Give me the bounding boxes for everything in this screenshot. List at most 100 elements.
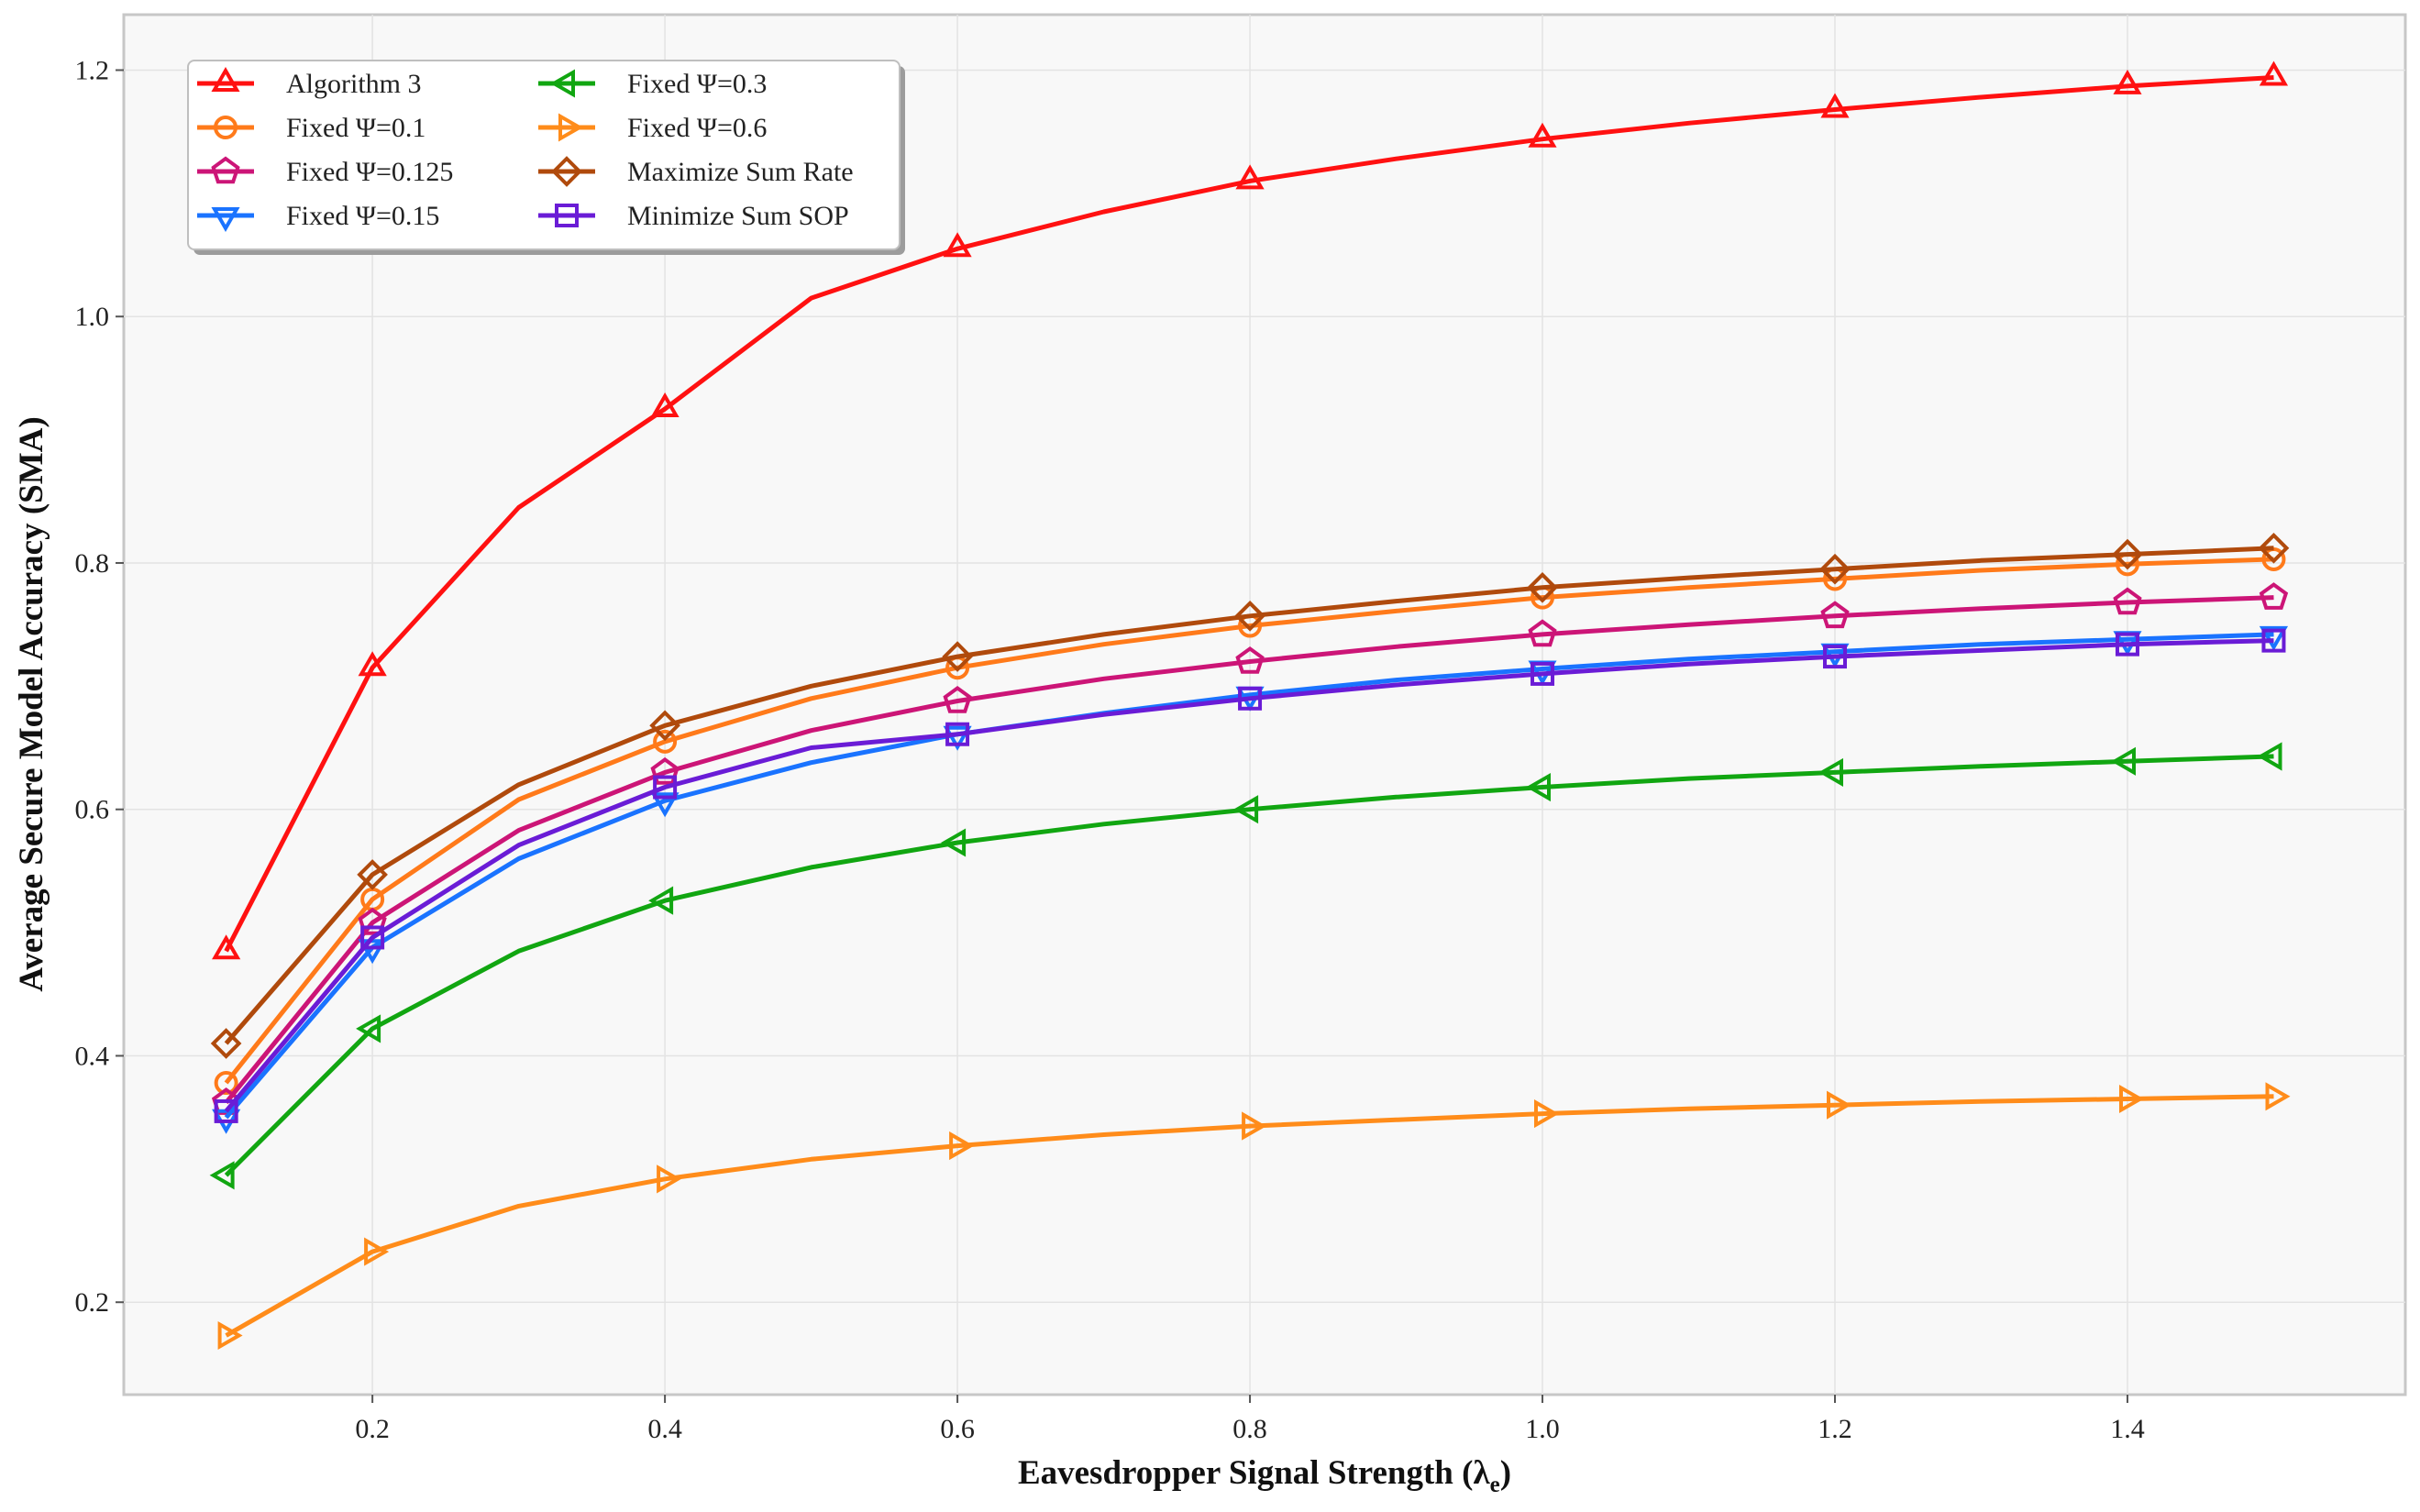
series-line <box>225 1094 2274 1338</box>
data-point-marker <box>653 775 678 800</box>
data-point-marker <box>1528 619 1557 647</box>
data-point-marker <box>943 686 972 713</box>
data-point-marker <box>1820 601 1850 629</box>
data-point-marker <box>2113 69 2142 94</box>
legend-marker <box>211 66 240 92</box>
x-tick-label: 1.2 <box>1818 1414 1852 1444</box>
y-tick-label: 0.2 <box>75 1287 110 1318</box>
legend-label: Minimize Sum SOP <box>627 201 849 231</box>
data-point-marker <box>358 907 387 935</box>
data-point-marker <box>2261 628 2286 653</box>
data-point-marker <box>1534 1099 1560 1129</box>
legend-marker <box>551 156 582 187</box>
data-point-marker <box>650 756 680 785</box>
data-point-marker <box>1823 645 1847 669</box>
data-point-marker <box>2257 742 2282 771</box>
data-point-marker <box>2265 1082 2291 1111</box>
data-point-marker <box>657 1164 682 1194</box>
series-line <box>224 595 2274 1105</box>
data-point-marker <box>2119 1084 2145 1114</box>
data-point-marker <box>1819 553 1851 585</box>
legend-marker <box>549 69 575 98</box>
data-point-marker <box>2113 587 2142 615</box>
legend-item: Fixed Ψ=0.3 <box>538 69 767 99</box>
legend-marker <box>211 207 240 233</box>
data-point-marker <box>1235 164 1265 190</box>
y-tick-label: 0.8 <box>75 548 110 579</box>
legend-label: Fixed Ψ=0.125 <box>286 157 453 187</box>
legend-item: Maximize Sum Rate <box>538 156 854 187</box>
data-point-marker <box>1528 122 1557 148</box>
x-tick-label: 0.4 <box>647 1414 682 1444</box>
series-5 <box>217 1082 2291 1351</box>
data-point-marker <box>2258 532 2290 564</box>
y-tick-label: 0.4 <box>75 1041 110 1071</box>
x-axis-title-main: Eavesdropper Signal Strength (λ <box>1018 1454 1491 1492</box>
data-point-marker <box>2115 632 2139 657</box>
series-7 <box>214 628 2286 1123</box>
data-point-marker <box>2112 538 2143 570</box>
data-point-marker <box>943 725 972 751</box>
legend-label: Fixed Ψ=0.6 <box>627 113 767 143</box>
y-tick-label: 0.6 <box>75 795 110 825</box>
x-tick-label: 1.0 <box>1525 1414 1560 1444</box>
y-tick-label: 1.0 <box>75 302 110 332</box>
data-point-marker <box>648 886 674 915</box>
legend-item: Fixed Ψ=0.1 <box>197 113 425 143</box>
data-point-marker <box>358 651 387 677</box>
data-point-marker <box>1242 1111 1267 1141</box>
data-point-marker <box>1527 571 1558 603</box>
data-point-marker <box>650 792 680 818</box>
legend-label: Maximize Sum Rate <box>627 157 854 187</box>
legend-box <box>187 60 901 250</box>
data-point-marker <box>1233 795 1259 824</box>
data-point-marker <box>364 1237 390 1266</box>
data-point-marker <box>650 392 680 417</box>
series-2 <box>211 582 2289 1115</box>
data-point-marker <box>943 232 972 258</box>
data-point-marker <box>949 1131 975 1161</box>
x-axis-title: Eavesdropper Signal Strength (λe) <box>1018 1454 1511 1497</box>
legend-label: Fixed Ψ=0.15 <box>286 201 439 231</box>
legend-item: Minimize Sum SOP <box>538 201 849 231</box>
data-point-marker <box>214 1071 238 1096</box>
series-4 <box>209 742 2282 1190</box>
data-point-marker <box>360 925 385 950</box>
data-point-marker <box>945 722 970 746</box>
data-point-marker <box>653 729 678 754</box>
data-point-marker <box>2110 746 2136 776</box>
series-0 <box>212 61 2289 960</box>
data-point-marker <box>1820 93 1850 118</box>
legend-label: Fixed Ψ=0.3 <box>627 69 767 99</box>
data-point-marker <box>942 641 973 672</box>
legend-item: Algorithm 3 <box>197 66 422 99</box>
x-axis-title-suffix: ) <box>1500 1454 1511 1492</box>
series-line <box>224 546 2274 1045</box>
legend-marker <box>211 156 240 184</box>
legend-item: Fixed Ψ=0.15 <box>197 201 439 233</box>
legend-item: Fixed Ψ=0.125 <box>197 156 453 187</box>
series-6 <box>210 532 2290 1059</box>
x-tick-label: 0.2 <box>355 1414 390 1444</box>
data-point-marker <box>1235 646 1265 674</box>
legend-marker <box>214 116 238 139</box>
data-point-marker <box>356 1014 381 1043</box>
x-tick-label: 0.8 <box>1232 1414 1267 1444</box>
legend: Algorithm 3 Fixed Ψ=0.1 Fixed Ψ=0.125 Fixed… <box>187 60 905 255</box>
data-point-marker <box>214 1098 238 1123</box>
data-point-marker <box>210 1028 242 1059</box>
legend-marker <box>558 113 584 142</box>
data-point-marker <box>1818 757 1843 787</box>
series-line <box>224 75 2274 953</box>
legend-label: Algorithm 3 <box>286 69 422 99</box>
legend-item: Fixed Ψ=0.6 <box>538 113 767 143</box>
data-point-marker <box>649 710 680 742</box>
data-point-marker <box>357 859 388 890</box>
data-point-marker <box>212 934 241 960</box>
series-line <box>224 557 2274 1085</box>
data-point-marker <box>2259 582 2289 610</box>
axis-ticks: 0.2 0.4 0.6 0.8 1.0 1.2 1.4 0.2 0.4 0.6 0.8 1.0 1.2 <box>75 55 2145 1444</box>
legend-marker <box>555 204 579 227</box>
series-line <box>224 632 2274 1120</box>
